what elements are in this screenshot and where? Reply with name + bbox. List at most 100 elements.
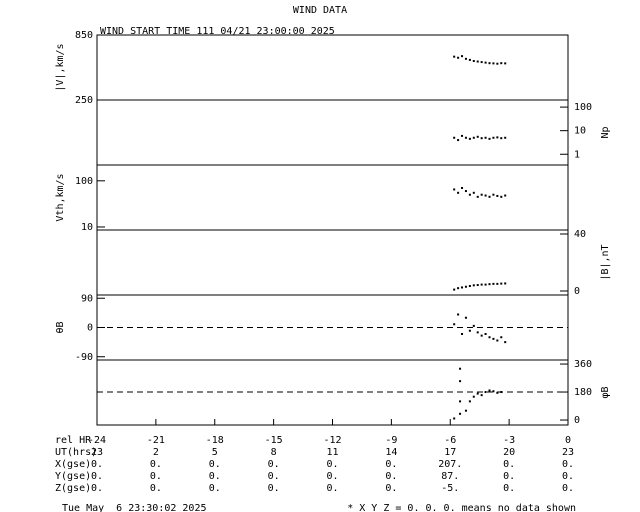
table-cell: 14 [385,447,397,458]
data-point [453,136,456,139]
data-point [484,391,487,394]
data-point [500,137,503,140]
data-point [476,60,479,63]
data-point [457,287,460,290]
data-point [492,136,495,139]
table-cell: 0. [385,471,397,482]
data-point [488,283,491,286]
data-point [476,331,479,334]
x-tick-label: -18 [206,435,224,446]
chart-title: WIND DATA [293,5,347,16]
table-cell: 0. [91,471,103,482]
table-cell: 0. [562,471,574,482]
x-tick-label: -15 [265,435,283,446]
data-point [468,58,471,61]
x-tick-label: -6 [444,435,456,446]
table-cell: 0. [503,471,515,482]
data-point [472,324,475,327]
data-point [504,62,507,65]
y-axis-label: φB [600,386,611,398]
data-point [480,137,483,140]
data-point [461,186,464,189]
data-point [500,336,503,339]
x-tick-label: -9 [385,435,397,446]
data-point [457,313,460,316]
data-point [459,367,462,370]
y-tick-label: 40 [574,229,586,240]
data-point [488,195,491,198]
data-point [472,284,475,287]
table-cell: 0. [326,483,338,494]
table-cell: 5 [212,447,218,458]
x-tick-label: -12 [323,435,341,446]
panel-frame [96,164,569,231]
data-point [504,341,507,344]
data-point [492,390,495,393]
table-cell: 0. [150,459,162,470]
data-point [504,136,507,139]
y-tick-label: 100 [574,102,592,113]
table-cell: 23 [91,447,103,458]
table-cell: 2 [153,447,159,458]
row-label: X(gse) [55,459,91,470]
data-point [461,286,464,289]
data-point [504,282,507,285]
y-tick-label: 100 [75,176,93,187]
table-cell: 0. [326,471,338,482]
y-tick-label: 0 [574,415,580,426]
data-point [496,282,499,285]
y-tick-label: 90 [81,293,93,304]
data-point [480,61,483,64]
row-label: UT(hrs) [55,447,97,458]
data-point [468,137,471,140]
footer-date: Tue May 6 23:30:02 2025 [62,503,207,512]
y-tick-label: 850 [75,30,93,41]
data-point [457,139,460,142]
table-cell: 0. [385,459,397,470]
data-point [500,62,503,65]
table-cell: 0. [209,483,221,494]
data-point [459,400,462,403]
table-cell: 207. [438,459,462,470]
data-point [484,61,487,64]
y-tick-label: 250 [75,95,93,106]
data-point [500,282,503,285]
table-cell: 0. [209,471,221,482]
row-label: Z(gse) [55,483,91,494]
data-point [468,329,471,332]
table-cell: 87. [441,471,459,482]
y-tick-label: -90 [75,352,93,363]
data-point [453,417,456,420]
data-point [461,333,464,335]
data-point [472,191,475,194]
data-point [472,60,475,62]
data-point [457,56,460,59]
table-cell: 0. [209,459,221,470]
data-point [480,193,483,196]
table-cell: 0. [91,459,103,470]
data-point [464,316,467,319]
table-cell: 8 [271,447,277,458]
data-point [492,193,495,196]
data-point [464,57,467,60]
data-point [453,188,456,191]
data-point [464,285,467,288]
data-point [488,62,491,65]
data-point [484,194,487,197]
data-point [464,136,467,139]
x-tick-label: -3 [503,435,515,446]
data-point [496,339,499,342]
table-cell: 0. [268,459,280,470]
footer-note: * X Y Z = 0. 0. 0. means no data shown [347,503,576,512]
data-point [472,395,475,398]
data-point [484,283,487,286]
data-point [453,55,456,58]
data-point [453,323,456,326]
data-point [459,380,462,383]
data-point [488,389,491,392]
x-tick-label: 0 [565,435,571,446]
table-cell: 11 [326,447,338,458]
data-point [496,136,499,139]
y-axis-label: |V|,km/s [55,43,66,91]
